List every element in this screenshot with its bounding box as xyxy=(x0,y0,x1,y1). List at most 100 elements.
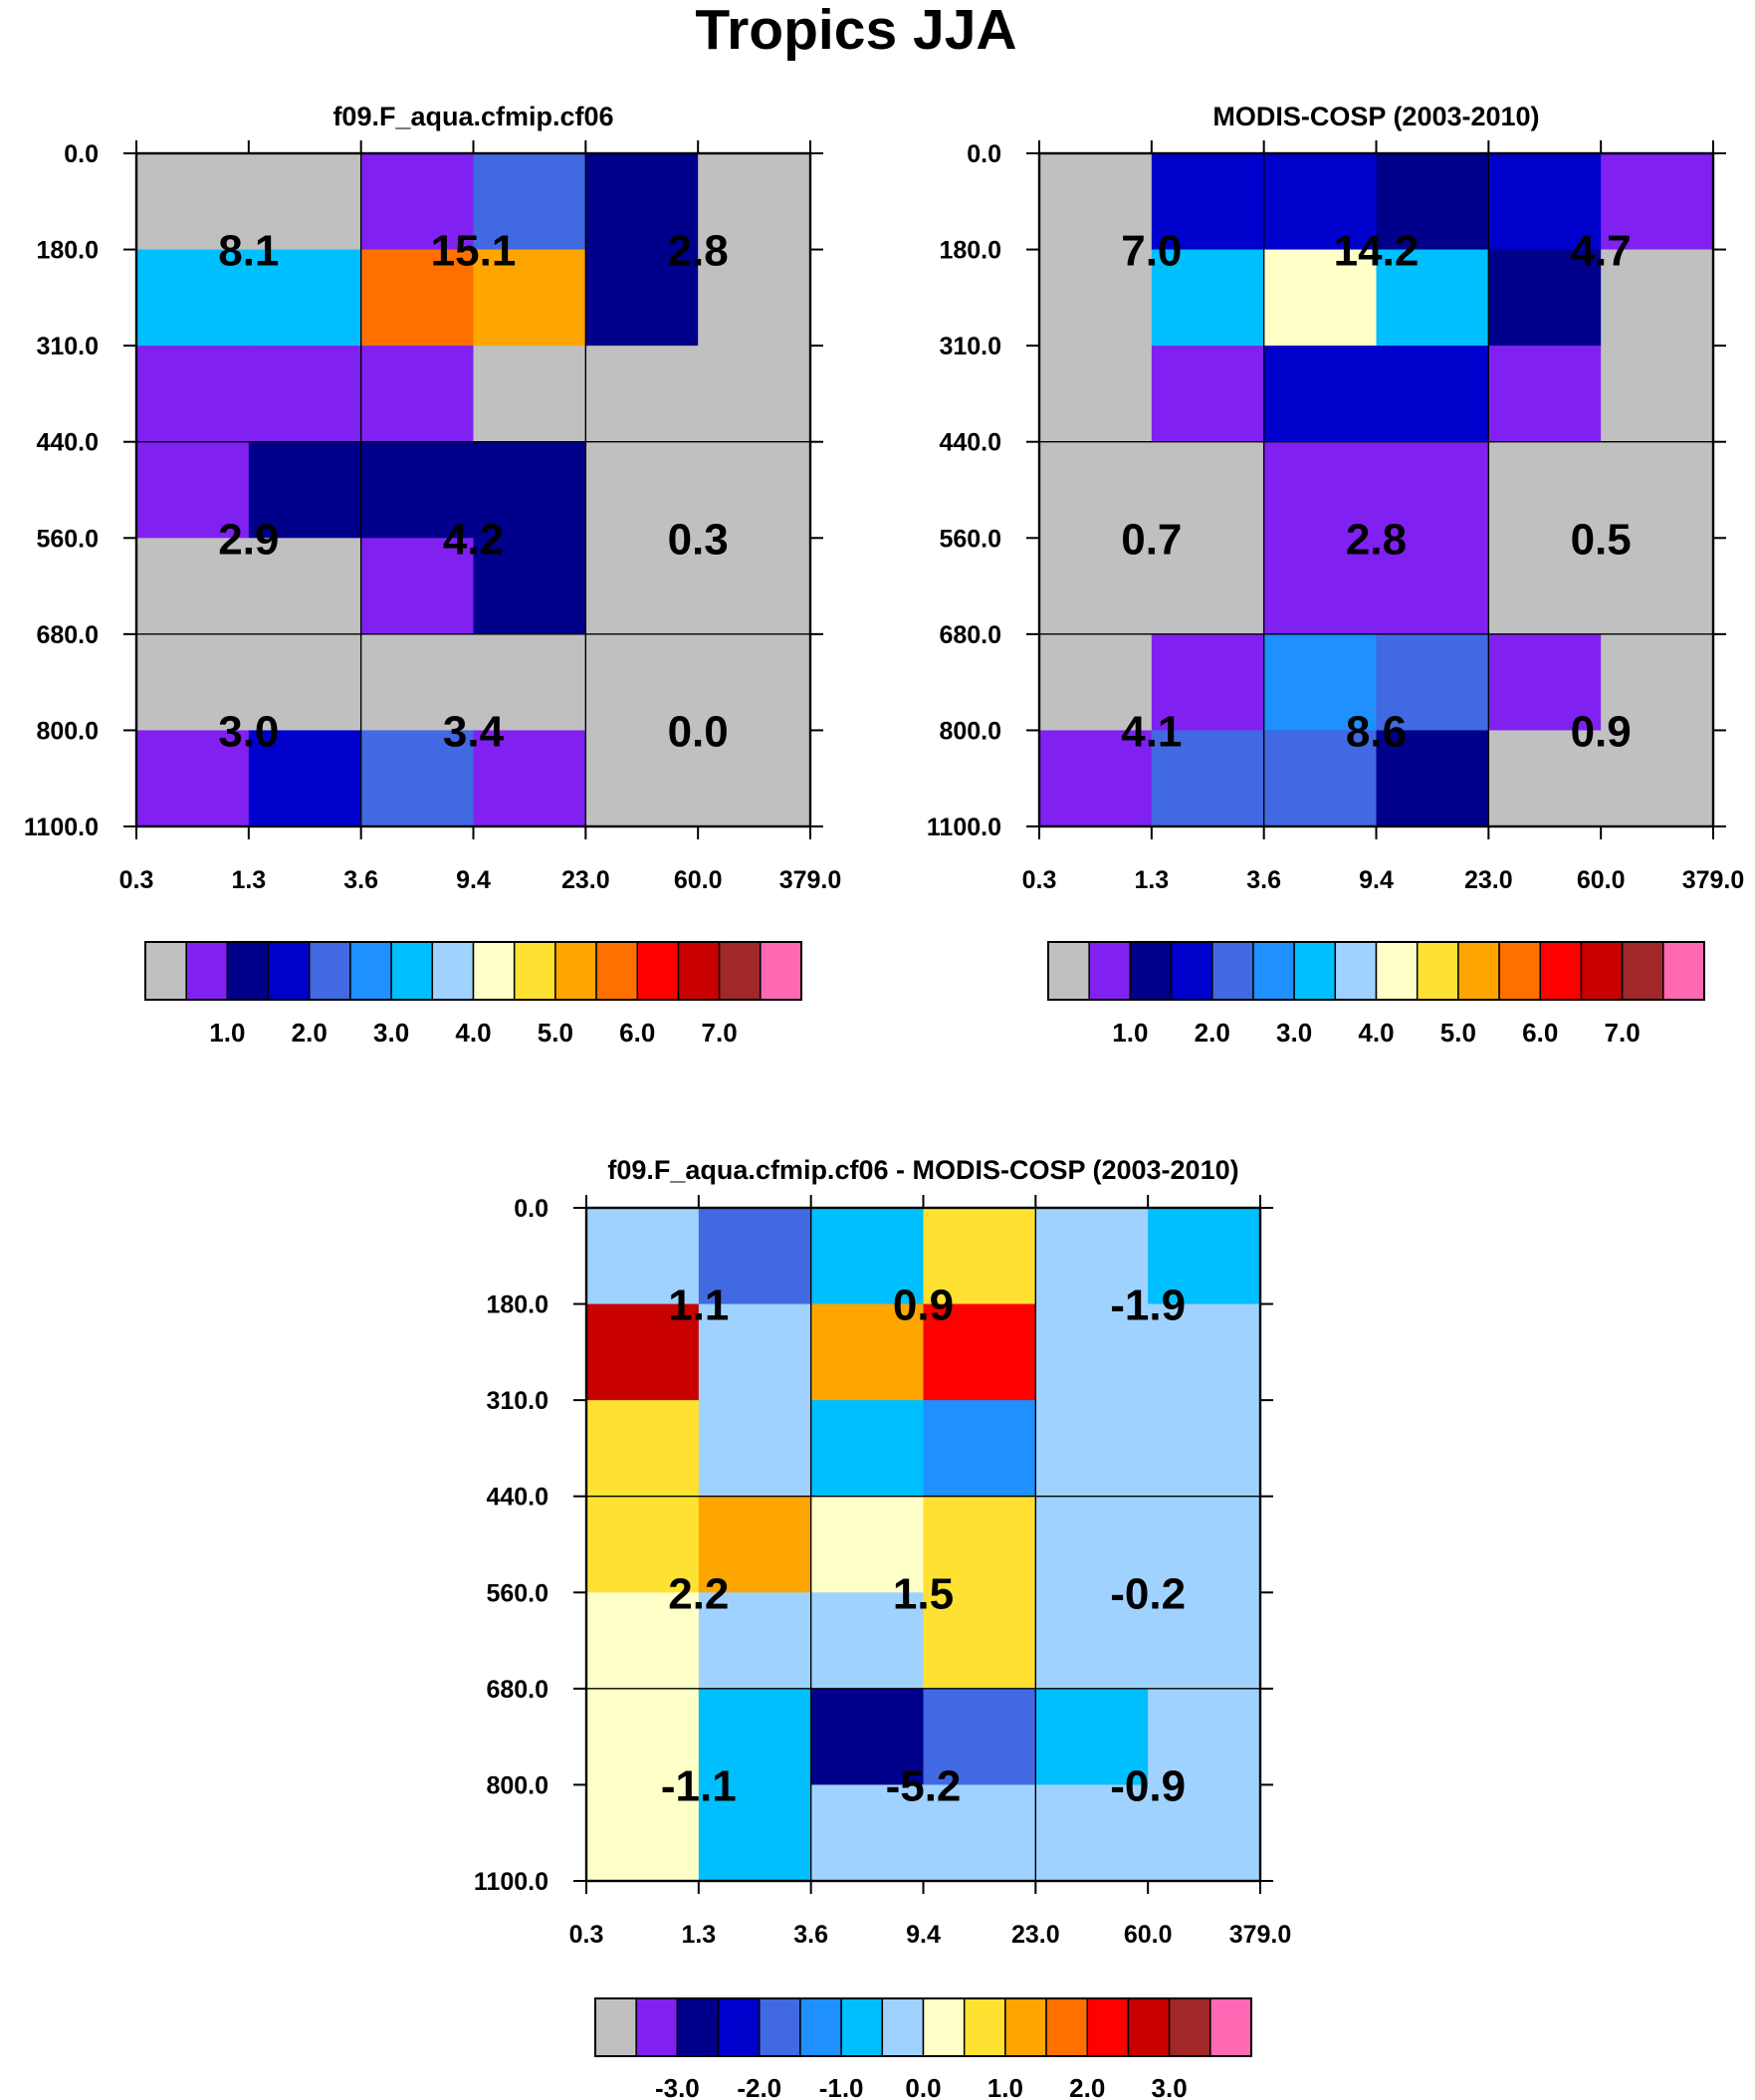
colorbar-label: 7.0 xyxy=(702,1018,738,1048)
heatmap-cell xyxy=(810,1208,925,1305)
heatmap-cell xyxy=(248,153,362,251)
colorbar-swatch xyxy=(840,1997,884,2057)
value-label: 2.9 xyxy=(218,515,279,564)
colorbar-label: 0.0 xyxy=(905,2073,941,2100)
heatmap-cell xyxy=(1376,730,1489,827)
heatmap-cell xyxy=(698,153,811,251)
heatmap-cell xyxy=(1035,1688,1149,1786)
colorbar-swatch xyxy=(1209,1997,1252,2057)
x-tick-label: 3.6 xyxy=(343,866,378,894)
heatmap-cell xyxy=(1148,1592,1261,1690)
heatmap-cell xyxy=(1376,441,1489,539)
heatmap-cell xyxy=(698,1688,812,1786)
heatmap-cell xyxy=(923,1400,1036,1498)
value-label: 1.1 xyxy=(668,1282,729,1330)
value-label: 3.0 xyxy=(218,707,279,756)
value-label: 4.2 xyxy=(443,515,504,564)
colorbar-label: 5.0 xyxy=(1440,1018,1476,1048)
heatmap-cell xyxy=(1035,1400,1149,1498)
heatmap-cell xyxy=(360,249,475,347)
heatmap-cell xyxy=(586,1784,700,1882)
value-label: 15.1 xyxy=(431,227,517,276)
heatmap-cell xyxy=(136,538,250,635)
colorbar-label: 1.0 xyxy=(1112,1018,1148,1048)
colorbar-swatch xyxy=(1170,941,1213,1001)
colorbar-label: 3.0 xyxy=(373,1018,409,1048)
heatmap-cell xyxy=(1148,1400,1261,1498)
x-tick-label: 3.6 xyxy=(1246,866,1281,894)
y-tick-label: 440.0 xyxy=(939,429,1001,457)
heatmap-cell xyxy=(1376,538,1489,635)
panel-title: f09.F_aqua.cfmip.cf06 - MODIS-COSP (2003… xyxy=(607,1155,1238,1185)
y-tick-label: 310.0 xyxy=(36,333,99,360)
value-label: -5.2 xyxy=(886,1761,962,1810)
colorbar-swatch xyxy=(1580,941,1624,1001)
heatmap-cell xyxy=(585,633,699,732)
value-label: 2.8 xyxy=(1346,515,1407,564)
value-label: 2.2 xyxy=(668,1569,729,1618)
heatmap-cell xyxy=(1035,1592,1149,1690)
heatmap-cell xyxy=(1601,346,1714,443)
y-tick-label: 800.0 xyxy=(36,717,99,745)
heatmap-cell xyxy=(360,346,475,443)
colorbar-swatch xyxy=(759,1997,801,2057)
y-tick-label: 560.0 xyxy=(36,525,99,553)
x-tick-label: 60.0 xyxy=(1577,866,1626,894)
heatmap-cell xyxy=(1035,1303,1149,1401)
heatmap-cell xyxy=(586,1688,700,1786)
colorbar-swatch xyxy=(922,1997,966,2057)
colorbar-swatch xyxy=(1086,1997,1130,2057)
heatmap-cell xyxy=(1601,441,1714,539)
colorbar-label: 6.0 xyxy=(619,1018,655,1048)
colorbar-swatch xyxy=(472,941,516,1001)
heatmap-cell xyxy=(585,538,699,635)
heatmap-cell xyxy=(1151,538,1265,635)
heatmap-cell xyxy=(810,1784,925,1882)
heatmap-panel-3: f09.F_aqua.cfmip.cf06 - MODIS-COSP (2003… xyxy=(474,1155,1291,1949)
colorbar-frame xyxy=(594,1997,1252,2057)
y-tick-label: 1100.0 xyxy=(474,1868,548,1896)
heatmap-cell xyxy=(248,249,362,347)
heatmap-cell xyxy=(923,1784,1036,1882)
heatmap-panel-1: f09.F_aqua.cfmip.cf06 0.0 180.0 310.0 440.0 5… xyxy=(24,102,841,894)
colorbar-label: 3.0 xyxy=(1152,2073,1188,2100)
heatmap-cell xyxy=(1148,1208,1261,1305)
heatmap-cell xyxy=(698,730,811,827)
colorbar-swatch xyxy=(676,1997,720,2057)
x-tick-label: 23.0 xyxy=(561,866,610,894)
heatmap-cell xyxy=(360,730,475,827)
panels: f09.F_aqua.cfmip.cf06 0.0 180.0 310.0 440.0 5… xyxy=(24,102,1744,1949)
heatmap-cell xyxy=(1148,1496,1261,1593)
heatmap-cell xyxy=(1035,1784,1149,1882)
heatmap-cell xyxy=(1376,249,1489,347)
heatmap-cell xyxy=(1263,346,1378,443)
heatmap-cell xyxy=(473,633,586,732)
heatmap-cell xyxy=(586,1592,700,1690)
heatmap-cell xyxy=(1039,346,1153,443)
heatmap-cell xyxy=(136,153,250,251)
heatmap-cell xyxy=(1376,346,1489,443)
x-tick-label: 3.6 xyxy=(793,1921,828,1949)
value-label: 0.7 xyxy=(1121,515,1182,564)
y-tick-label: 180.0 xyxy=(36,237,99,265)
heatmap-cell xyxy=(698,249,811,347)
y-tick-label: 800.0 xyxy=(939,717,1001,745)
value-label: 1.5 xyxy=(893,1569,954,1618)
colorbar-swatch xyxy=(1088,941,1132,1001)
colorbar-swatch xyxy=(1129,941,1173,1001)
x-tick-label: 60.0 xyxy=(674,866,723,894)
heatmap-cell xyxy=(810,1496,925,1593)
colorbar-swatch xyxy=(1539,941,1583,1001)
heatmap-cell xyxy=(1488,633,1602,732)
heatmap-cell xyxy=(360,441,475,539)
heatmap-cell xyxy=(136,346,250,443)
colorbar-label: 2.0 xyxy=(1195,1018,1230,1048)
colorbar-swatch xyxy=(226,941,270,1001)
y-tick-label: 560.0 xyxy=(939,525,1001,553)
heatmap-cell xyxy=(473,346,586,443)
colorbar-swatch xyxy=(1047,941,1090,1001)
heatmap-cell xyxy=(923,1592,1036,1690)
heatmap-cell xyxy=(1151,153,1265,251)
heatmap-cell xyxy=(1263,249,1378,347)
x-tick-label: 1.3 xyxy=(1134,866,1169,894)
